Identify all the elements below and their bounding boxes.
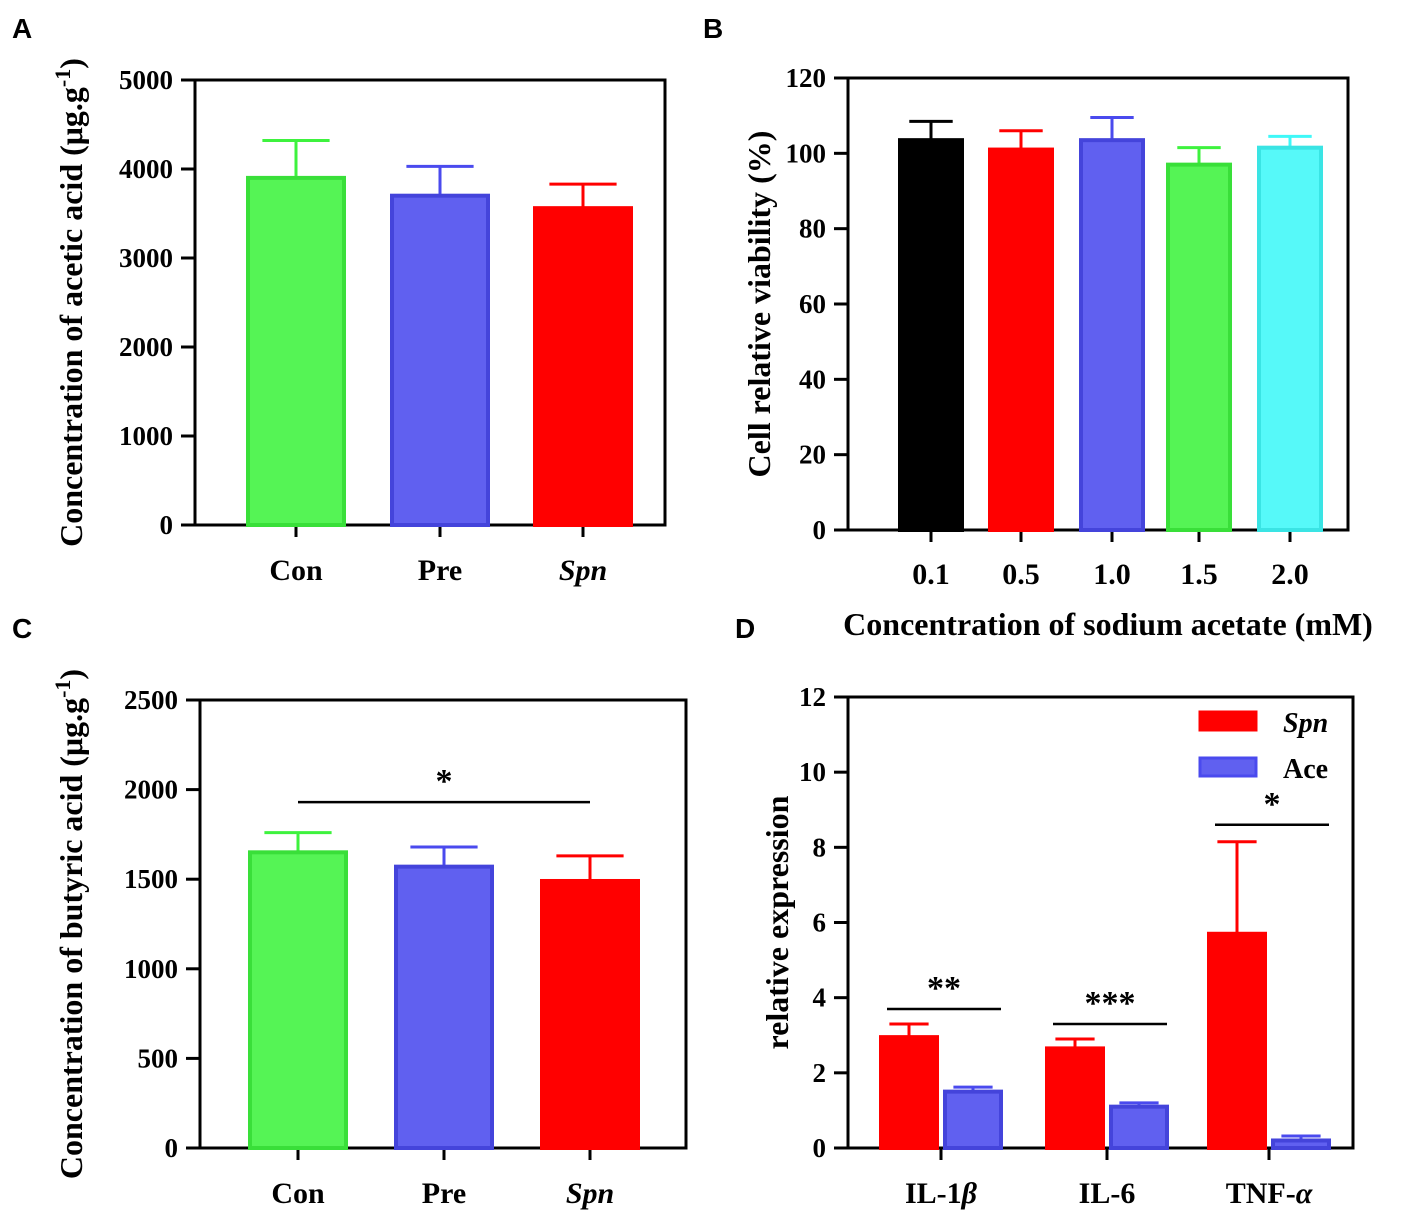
x-tick-label: IL-1β <box>905 1177 978 1210</box>
y-tick-label: 0 <box>813 1133 827 1163</box>
y-tick-label: 0 <box>160 510 174 540</box>
x-tick-label: 1.0 <box>1093 558 1131 591</box>
y-axis-label: Cell relative viability (%) <box>741 131 777 478</box>
bar <box>1271 1138 1331 1150</box>
panel-c: C 0 500 1000 1500 2000 2500 Concentration of bu… <box>12 613 688 1210</box>
x-tick-label: Con <box>271 1177 325 1210</box>
bar <box>1257 145 1323 533</box>
panel-d: D 0 2 4 6 8 10 12 relative expression IL-1β IL-6 TN… <box>735 613 1355 1210</box>
bar <box>943 1089 1003 1150</box>
bar <box>246 175 346 527</box>
y-tick-label: 100 <box>786 138 827 168</box>
y-tick-label: 1000 <box>124 954 178 984</box>
panel-letter: C <box>12 613 32 644</box>
y-tick-label: 2 <box>813 1058 827 1088</box>
significance-label: *** <box>1085 985 1136 1022</box>
x-axis-label: Concentration of sodium acetate (mM) <box>843 606 1373 642</box>
y-tick-label: 4000 <box>119 154 173 184</box>
y-tick-label: 4 <box>813 983 827 1013</box>
x-tick-label: Spn <box>559 554 607 587</box>
y-tick-label: 120 <box>786 63 827 93</box>
y-tick-label: 6 <box>813 908 827 938</box>
bar <box>1109 1104 1169 1150</box>
y-tick-label: 500 <box>138 1043 179 1073</box>
y-tick-label: 20 <box>799 440 826 470</box>
x-tick-label: 1.5 <box>1180 558 1218 591</box>
x-tick-label: Pre <box>418 554 462 587</box>
bar <box>988 147 1054 532</box>
panel-letter: A <box>12 13 32 44</box>
y-tick-label: 80 <box>799 214 826 244</box>
bar <box>1079 138 1145 532</box>
bar <box>540 878 640 1150</box>
bar <box>533 206 633 527</box>
panel-a: A 0 1000 2000 3000 4000 5000 Concentration of a… <box>12 13 667 587</box>
x-tick-label: IL-6 <box>1079 1177 1136 1210</box>
y-tick-label: 60 <box>799 289 826 319</box>
y-tick-label: 5000 <box>119 65 173 95</box>
panel-letter: D <box>735 613 755 644</box>
y-tick-label: 40 <box>799 364 826 394</box>
x-tick-label: Spn <box>566 1177 614 1210</box>
x-tick-label: Con <box>269 554 323 587</box>
y-tick-label: 12 <box>799 682 826 712</box>
x-tick-label: 0.5 <box>1002 558 1040 591</box>
bar <box>248 850 348 1150</box>
x-tick-label: TNF-α <box>1226 1177 1313 1210</box>
x-tick-label: 2.0 <box>1271 558 1309 591</box>
y-tick-label: 8 <box>813 832 827 862</box>
significance-label: * <box>436 763 453 800</box>
y-axis-label: Concentration of butyric acid (μg.g-1) <box>50 669 89 1179</box>
panel-b: B 0 20 40 60 80 100 120 Cell relative viability … <box>703 13 1373 642</box>
bar <box>1166 162 1232 532</box>
bar <box>1207 931 1267 1151</box>
legend-swatch <box>1198 710 1258 732</box>
bar <box>879 1035 939 1150</box>
y-tick-label: 2000 <box>119 332 173 362</box>
legend-label: Spn <box>1283 708 1328 739</box>
x-tick-label: 0.1 <box>912 558 950 591</box>
y-axis-label: Concentration of acetic acid (μg.g-1) <box>50 58 89 547</box>
y-tick-label: 2500 <box>124 685 178 715</box>
y-tick-label: 2000 <box>124 775 178 805</box>
significance-label: * <box>1264 786 1281 823</box>
y-tick-label: 1000 <box>119 421 173 451</box>
y-tick-label: 0 <box>813 515 827 545</box>
legend-label: Ace <box>1283 754 1328 785</box>
y-tick-label: 10 <box>799 757 826 787</box>
legend-swatch <box>1198 756 1258 778</box>
panel-letter: B <box>703 13 723 44</box>
x-tick-label: Pre <box>422 1177 466 1210</box>
y-axis-label: relative expression <box>759 795 795 1049</box>
significance-label: ** <box>927 970 961 1007</box>
y-tick-label: 0 <box>165 1133 179 1163</box>
y-tick-label: 3000 <box>119 243 173 273</box>
y-tick-label: 1500 <box>124 864 178 894</box>
bar <box>898 138 964 532</box>
bar <box>390 193 490 527</box>
bar <box>1045 1046 1105 1151</box>
bar <box>394 864 494 1150</box>
